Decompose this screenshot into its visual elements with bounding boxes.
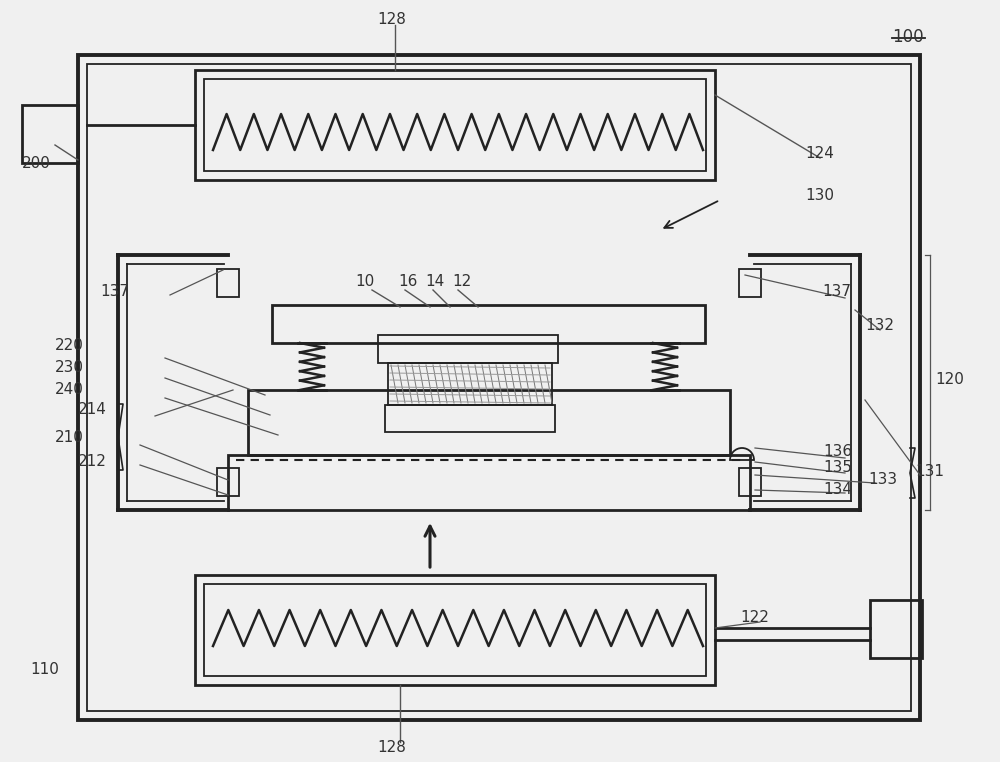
Text: 137: 137	[100, 284, 129, 299]
Text: 137: 137	[822, 284, 851, 299]
Bar	[204, 79, 706, 171]
Bar	[739, 269, 761, 297]
Text: 220: 220	[55, 338, 84, 353]
Bar	[217, 269, 239, 297]
Bar	[217, 468, 239, 496]
Bar	[272, 305, 705, 343]
Text: 14: 14	[425, 274, 444, 290]
Bar	[739, 468, 761, 496]
Bar	[78, 55, 920, 720]
Text: 122: 122	[740, 610, 769, 625]
Bar	[195, 70, 715, 180]
Text: 120: 120	[935, 373, 964, 388]
Text: 132: 132	[865, 318, 894, 332]
Text: 212: 212	[78, 454, 107, 469]
Text: 124: 124	[805, 146, 834, 161]
Text: 135: 135	[823, 460, 852, 475]
Text: 130: 130	[805, 187, 834, 203]
Text: 133: 133	[868, 472, 897, 488]
Text: 240: 240	[55, 383, 84, 398]
Text: 230: 230	[55, 360, 84, 376]
Text: 200: 200	[22, 155, 51, 171]
Text: 210: 210	[55, 431, 84, 446]
Bar	[378, 335, 558, 363]
Text: 136: 136	[823, 444, 852, 459]
Text: 214: 214	[78, 402, 107, 418]
Text: 100: 100	[892, 28, 924, 46]
Bar	[385, 405, 555, 432]
Text: 128: 128	[377, 12, 406, 27]
Bar	[388, 363, 552, 405]
Text: 128: 128	[377, 741, 406, 755]
Bar	[228, 455, 750, 510]
Bar	[248, 390, 730, 455]
Text: 10: 10	[355, 274, 374, 290]
Text: 12: 12	[452, 274, 471, 290]
Bar	[87, 64, 911, 711]
Text: 131: 131	[915, 465, 944, 479]
Bar	[195, 575, 715, 685]
Bar	[870, 600, 922, 658]
Bar	[204, 584, 706, 676]
Text: 16: 16	[398, 274, 417, 290]
Text: 110: 110	[30, 662, 59, 677]
Bar	[22, 105, 78, 163]
Text: 134: 134	[823, 482, 852, 498]
